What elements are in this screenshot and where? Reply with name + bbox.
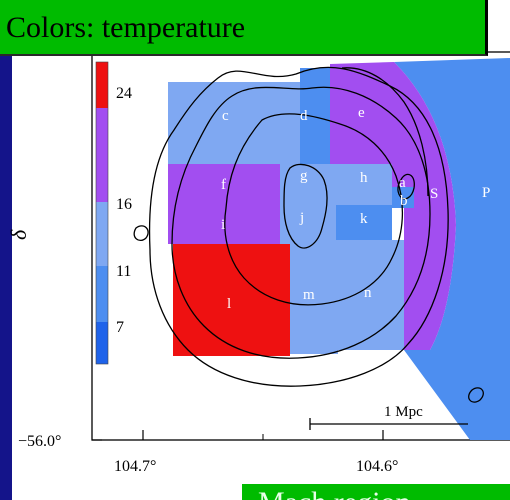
region-label-P: P xyxy=(482,185,490,201)
region-label-d: d xyxy=(300,108,308,124)
y-tick-label-0: −56.0° xyxy=(18,433,61,450)
region-label-f: f xyxy=(221,177,226,193)
region-l xyxy=(173,244,290,356)
y-axis-label: δ xyxy=(6,229,31,240)
region-c xyxy=(168,82,300,164)
contour-3 xyxy=(283,163,328,249)
colorbar-band-0 xyxy=(96,62,108,108)
contour-7 xyxy=(468,387,484,403)
region-label-S: S xyxy=(430,186,438,202)
region-label-j: j xyxy=(299,210,304,226)
colorbar-band-2 xyxy=(96,202,108,266)
region-label-h: h xyxy=(360,170,368,186)
colorbar-label-11: 11 xyxy=(116,263,131,280)
region-cells xyxy=(168,58,510,440)
contour-0 xyxy=(148,66,449,387)
region-label-c: c xyxy=(222,108,229,124)
region-m xyxy=(290,240,338,354)
colorbar-label-24: 24 xyxy=(116,85,132,102)
contour-1 xyxy=(171,86,431,359)
contour-lines xyxy=(133,66,484,403)
colorbar-band-1 xyxy=(96,108,108,202)
region-h xyxy=(340,164,392,205)
scale-bar-label: 1 Mpc xyxy=(384,404,423,420)
region-i xyxy=(168,205,280,244)
region-label-g: g xyxy=(300,168,308,184)
region-labels: c d e f g h ab i j k l m n S P xyxy=(221,105,490,312)
colorbar-outline xyxy=(95,61,109,365)
region-label-e: e xyxy=(358,105,365,121)
axes: δ −56.0° 104.7° 104.6° xyxy=(6,229,398,475)
region-label-n: n xyxy=(364,285,372,301)
region-b xyxy=(392,187,414,208)
scale-bar: 1 Mpc xyxy=(309,404,468,430)
region-g xyxy=(280,164,340,205)
region-label-a: a xyxy=(399,175,406,191)
contour-4 xyxy=(397,173,415,200)
region-label-b: b xyxy=(400,193,408,209)
region-P xyxy=(394,58,510,440)
caption-banner: Mach region xyxy=(242,484,510,500)
contour-5 xyxy=(133,225,149,242)
region-label-i: i xyxy=(221,217,225,233)
region-k xyxy=(336,205,392,240)
contour-2 xyxy=(224,113,404,306)
region-label-l: l xyxy=(227,296,231,312)
x-tick-label-0: 104.7° xyxy=(114,458,156,475)
region-label-m: m xyxy=(303,287,315,303)
colorbar: 24 16 11 7 xyxy=(95,61,132,365)
x-tick-label-1: 104.6° xyxy=(356,458,398,475)
colorbar-band-4 xyxy=(96,322,108,364)
colorbar-label-16: 16 xyxy=(116,196,132,213)
colorbar-band-3 xyxy=(96,266,108,322)
contour-6 xyxy=(341,67,429,197)
colorbar-label-7: 7 xyxy=(116,319,124,336)
region-label-k: k xyxy=(360,211,368,227)
title-banner: Colors: temperature xyxy=(0,0,488,56)
region-d xyxy=(300,68,330,164)
